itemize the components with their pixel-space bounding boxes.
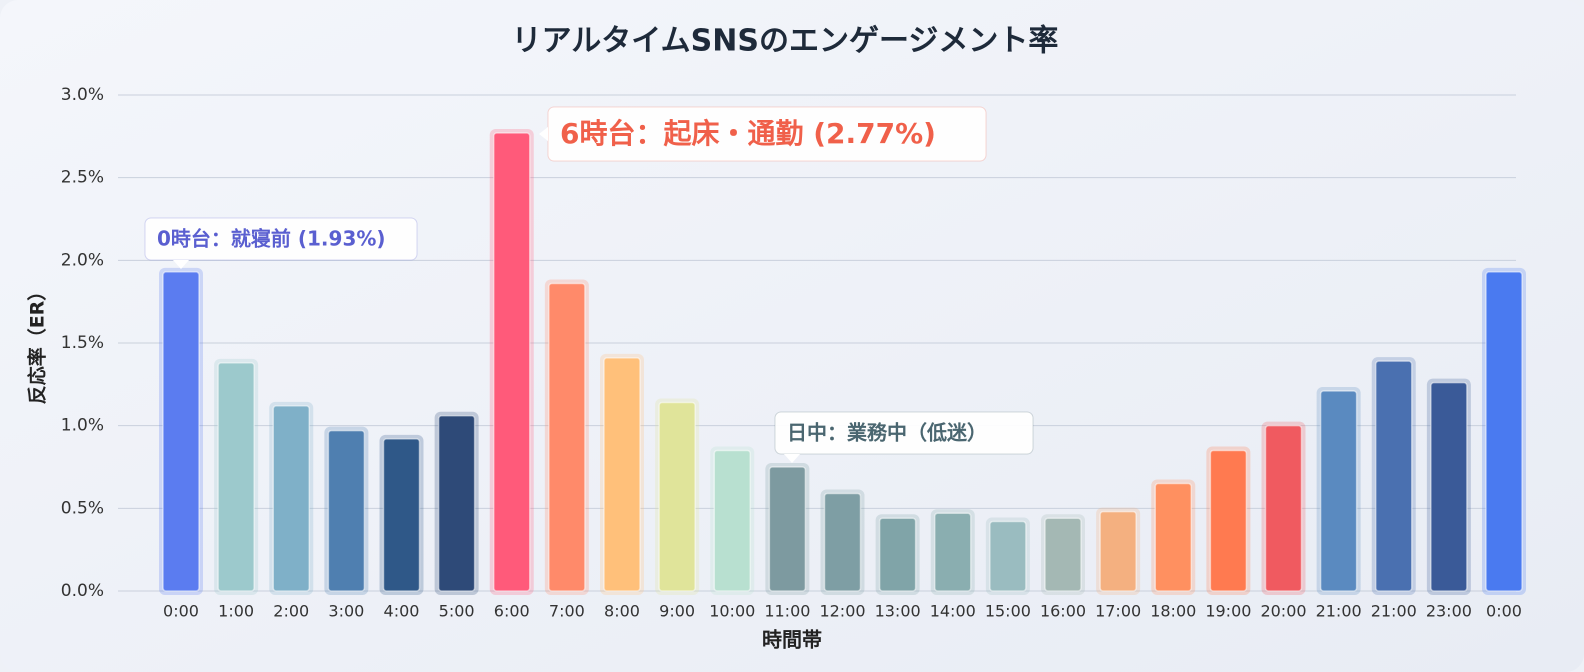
annotation-pointer <box>173 260 189 269</box>
x-tick-label: 13:00 <box>875 602 921 621</box>
x-tick-label: 21:00 <box>1371 602 1417 621</box>
bar <box>1430 381 1468 592</box>
x-tick-label: 9:00 <box>659 602 695 621</box>
x-tick-label: 10:00 <box>709 602 755 621</box>
annotation: 日中：業務中（低迷） <box>787 421 987 445</box>
x-axis-label: 時間帯 <box>762 628 822 652</box>
bar <box>823 492 862 592</box>
bar <box>437 414 476 592</box>
x-tick-label: 12:00 <box>819 602 865 621</box>
x-tick-label: 16:00 <box>1040 602 1086 621</box>
annotation: 6時台：起床・通勤 (2.77%) <box>560 117 936 150</box>
bar <box>1154 482 1192 592</box>
bar <box>1044 517 1082 592</box>
x-tick-label: 23:00 <box>1426 602 1472 621</box>
bar <box>989 520 1027 592</box>
y-tick-label: 0.5% <box>61 498 104 518</box>
bar <box>548 282 586 592</box>
x-tick-label: 8:00 <box>604 602 640 621</box>
x-tick-label: 7:00 <box>549 602 585 621</box>
x-tick-label: 0:00 <box>1486 602 1522 621</box>
x-tick-label: 21:00 <box>1316 602 1362 621</box>
annotation-pointer <box>539 127 548 141</box>
bar <box>934 512 972 592</box>
x-tick-label: 15:00 <box>985 602 1031 621</box>
bar <box>713 449 751 592</box>
bar <box>878 517 917 592</box>
x-tick-label: 2:00 <box>273 602 309 621</box>
y-tick-label: 2.0% <box>61 250 104 270</box>
bar <box>1485 271 1523 592</box>
x-tick-label: 1:00 <box>218 602 254 621</box>
bar <box>658 401 696 592</box>
y-tick-label: 3.0% <box>61 85 104 105</box>
x-tick-label: 18:00 <box>1150 602 1196 621</box>
bar <box>493 132 531 592</box>
y-axis-label: 反応率（ER） <box>26 282 49 405</box>
bar <box>217 362 255 592</box>
bar <box>162 271 200 592</box>
bar <box>272 405 310 592</box>
x-tick-label: 0:00 <box>163 602 199 621</box>
y-tick-label: 2.5% <box>61 168 104 188</box>
y-tick-label: 1.0% <box>61 416 104 436</box>
chart-title: リアルタイムSNSのエンゲージメント率 <box>512 24 1059 59</box>
annotation-box <box>774 411 1034 455</box>
y-tick-label: 1.5% <box>61 333 104 353</box>
x-tick-label: 5:00 <box>439 602 475 621</box>
y-tick-label: 0.0% <box>61 581 104 601</box>
annotation-pointer <box>784 454 800 463</box>
bar <box>1319 390 1358 592</box>
annotation: 0時台：就寝前 (1.93%) <box>157 227 386 251</box>
bar <box>1209 449 1248 592</box>
x-tick-label: 19:00 <box>1205 602 1251 621</box>
x-tick-label: 14:00 <box>930 602 976 621</box>
x-tick-label: 11:00 <box>764 602 810 621</box>
x-tick-label: 6:00 <box>494 602 530 621</box>
bar <box>1375 360 1413 592</box>
bar <box>1264 424 1303 592</box>
annotation-box <box>144 217 418 261</box>
bar <box>1099 510 1137 592</box>
x-tick-label: 20:00 <box>1260 602 1306 621</box>
bar <box>603 357 641 592</box>
x-tick-label: 4:00 <box>384 602 420 621</box>
bar <box>768 466 807 592</box>
bar <box>327 429 366 592</box>
x-tick-label: 17:00 <box>1095 602 1141 621</box>
bar <box>382 438 421 592</box>
x-tick-label: 3:00 <box>328 602 364 621</box>
